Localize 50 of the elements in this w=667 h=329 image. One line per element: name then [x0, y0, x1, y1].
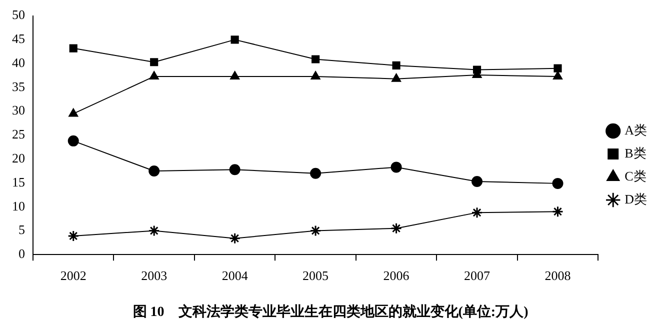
y-tick-label: 25: [12, 126, 25, 142]
point: [552, 70, 563, 80]
point: [69, 44, 78, 52]
y-tick-label: 10: [12, 198, 25, 214]
legend-label: A类: [624, 122, 647, 138]
point: [554, 64, 562, 72]
x-tick-label: 2005: [302, 268, 329, 283]
point: [148, 224, 160, 236]
point: [552, 206, 564, 218]
x-tick-label: 2004: [222, 268, 248, 283]
y-tick-label: 50: [12, 7, 25, 22]
point: [471, 206, 483, 218]
point: [229, 232, 241, 244]
point: [229, 164, 240, 176]
point: [310, 70, 320, 80]
point: [230, 70, 240, 80]
x-tick-label: 2007: [464, 268, 491, 283]
point: [392, 61, 400, 70]
point: [552, 178, 564, 189]
point: [68, 108, 78, 117]
point: [150, 58, 158, 66]
point: [149, 70, 159, 80]
point: [68, 230, 80, 242]
point: [148, 166, 160, 177]
point: [230, 36, 239, 44]
point: [310, 224, 322, 236]
x-tick-label: 2006: [383, 268, 410, 283]
point: [390, 162, 402, 173]
y-tick-label: 40: [12, 54, 25, 70]
y-tick-label: 45: [12, 31, 25, 46]
point: [391, 73, 402, 82]
legend-label: C类: [624, 168, 646, 184]
point: [312, 55, 320, 64]
x-tick-label: 2003: [141, 268, 168, 283]
y-tick-label: 30: [12, 102, 25, 118]
x-tick-label: 2002: [60, 268, 86, 283]
point: [310, 168, 322, 179]
point: [472, 66, 482, 74]
y-tick-label: 0: [18, 246, 25, 262]
y-tick-label: 20: [12, 150, 25, 166]
legend-label: B类: [624, 145, 646, 160]
point: [68, 135, 79, 146]
y-tick-label: 15: [12, 174, 25, 190]
y-tick-label: 35: [12, 78, 25, 94]
y-tick-label: 5: [18, 222, 25, 238]
legend-label: D类: [624, 191, 647, 206]
point: [472, 176, 483, 188]
x-tick-label: 2008: [544, 268, 571, 283]
text: 图 10 文科法学类专业毕业生在四类地区的就业变化(单位:万人): [132, 303, 529, 320]
point: [390, 222, 402, 234]
